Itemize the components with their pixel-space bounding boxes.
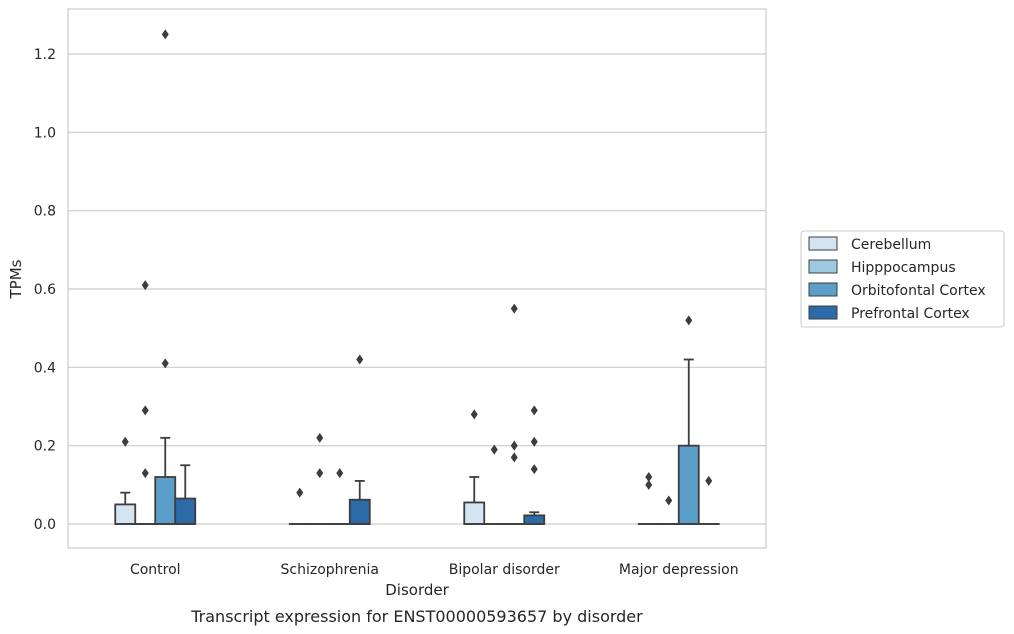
outlier-point — [530, 464, 538, 475]
outlier-point — [645, 479, 653, 490]
box-prefrontal-cortex — [348, 480, 371, 525]
legend-swatch — [808, 236, 838, 251]
plot-area — [67, 8, 767, 549]
outlier-point — [141, 280, 149, 291]
box-rect — [114, 503, 137, 525]
outlier-point — [336, 468, 344, 479]
box-rect — [523, 514, 546, 525]
box-rect — [348, 498, 371, 525]
outlier-point — [356, 354, 364, 365]
legend-label: Prefrontal Cortex — [851, 306, 970, 322]
outlier-point — [510, 303, 518, 314]
y-tick-label: 0.2 — [34, 439, 56, 455]
box-orbitofontal-cortex — [677, 358, 700, 525]
box-prefrontal-cortex — [523, 511, 546, 525]
outlier-point — [316, 468, 324, 479]
legend: Cerebellum Hipppocampus Orbitofontal Corte… — [800, 230, 1005, 328]
outlier-point — [530, 436, 538, 447]
legend-swatch — [808, 282, 838, 297]
boxes — [114, 358, 720, 525]
outlier-point — [141, 405, 149, 416]
chart-caption: Transcript expression for ENST0000059365… — [190, 607, 643, 626]
legend-label: Cerebellum — [851, 237, 931, 253]
y-tick-label: 0.0 — [34, 517, 56, 533]
box-cerebellum — [114, 491, 137, 525]
y-tick-label: 1.2 — [34, 47, 56, 63]
x-tick-label: Schizophrenia — [281, 562, 379, 578]
outlier-point — [296, 487, 304, 498]
box-cerebellum — [463, 476, 486, 525]
outlier-point — [161, 358, 169, 369]
x-tick-label: Major depression — [619, 562, 739, 578]
x-axis-title: Disorder — [385, 581, 449, 599]
outlier-point — [121, 436, 129, 447]
outlier-point — [316, 432, 324, 443]
outlier-point — [645, 472, 653, 482]
outliers — [121, 29, 713, 506]
box-rect — [677, 444, 700, 525]
outlier-point — [510, 440, 518, 451]
legend-swatch — [808, 259, 838, 274]
x-tick-label: Bipolar disorder — [449, 562, 560, 578]
outlier-point — [141, 468, 149, 479]
outlier-point — [490, 444, 498, 455]
y-tick-label: 0.6 — [34, 282, 56, 298]
outlier-point — [530, 405, 538, 416]
box-rect — [463, 501, 486, 525]
legend-frame — [800, 230, 1005, 328]
y-tick-label: 0.4 — [34, 360, 56, 376]
grid-lines — [68, 53, 766, 525]
y-tick-labels: 0.0 0.2 0.4 0.6 0.8 1.0 1.2 — [34, 47, 56, 533]
legend-swatch — [808, 305, 838, 320]
outlier-point — [161, 29, 169, 40]
y-tick-label: 0.8 — [34, 204, 56, 220]
y-axis-title: TPMs — [7, 259, 25, 299]
outlier-point — [685, 315, 693, 326]
box-rect — [174, 497, 197, 525]
box-rect — [154, 476, 177, 525]
outlier-point — [665, 495, 673, 506]
outlier-point — [705, 475, 713, 486]
outlier-point — [470, 409, 478, 420]
legend-label: Orbitofontal Cortex — [851, 283, 986, 299]
x-tick-label: Control — [130, 562, 181, 578]
legend-label: Hipppocampus — [851, 260, 956, 276]
y-tick-label: 1.0 — [34, 125, 56, 141]
outlier-point — [510, 452, 518, 463]
box-prefrontal-cortex — [174, 464, 197, 525]
x-tick-labels: Control Schizophrenia Bipolar disorder Majo… — [130, 562, 739, 578]
